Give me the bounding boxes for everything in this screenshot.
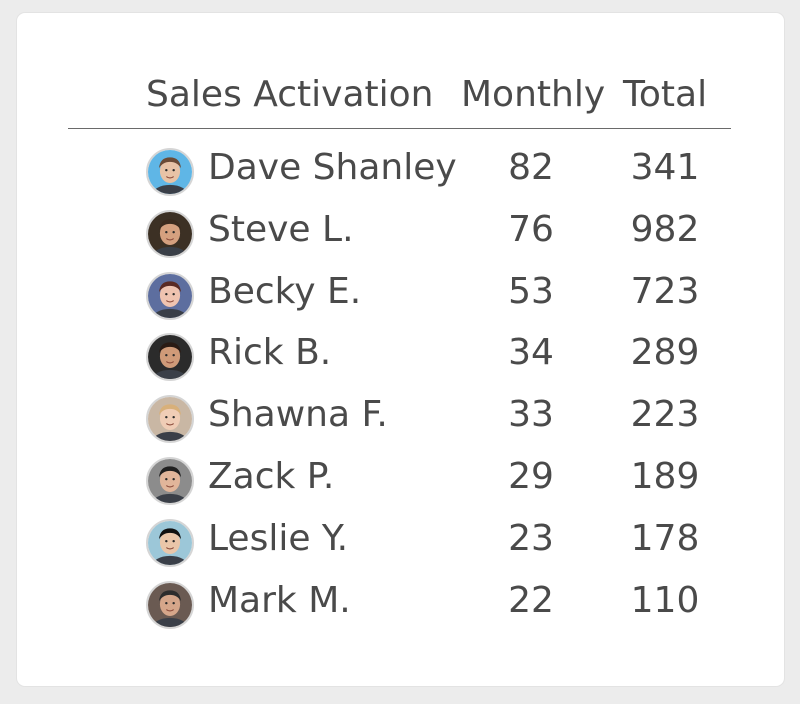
person-name: Leslie Y. — [208, 517, 349, 559]
column-header-total: Total — [623, 74, 708, 115]
total-value: 723 — [630, 270, 700, 312]
total-value: 223 — [630, 394, 700, 436]
avatar-icon — [146, 395, 194, 444]
table-row: Mark M. 22 110 — [0, 573, 800, 635]
monthly-value: 76 — [508, 208, 554, 250]
monthly-value: 23 — [508, 517, 554, 559]
monthly-value: 53 — [508, 270, 554, 312]
avatar-icon — [146, 209, 194, 258]
table-row: Steve L. 76 982 — [0, 202, 800, 264]
person-name: Mark M. — [208, 579, 351, 621]
person-name: Dave Shanley — [208, 147, 457, 188]
avatar-icon — [146, 580, 194, 629]
person-name: Becky E. — [208, 270, 362, 312]
table-header: Sales Activation Monthly Total — [0, 66, 800, 126]
person-name: Zack P. — [208, 455, 335, 497]
table-row: Dave Shanley 82 341 — [0, 140, 800, 202]
leaderboard-card — [17, 13, 784, 686]
column-header-name: Sales Activation — [146, 74, 434, 115]
person-name: Rick B. — [208, 332, 332, 374]
total-value: 178 — [630, 517, 700, 559]
table-row: Leslie Y. 23 178 — [0, 511, 800, 573]
table-row: Rick B. 34 289 — [0, 325, 800, 387]
monthly-value: 82 — [508, 147, 554, 188]
monthly-value: 33 — [508, 394, 554, 436]
person-name: Steve L. — [208, 208, 354, 250]
column-header-monthly: Monthly — [461, 74, 606, 115]
monthly-value: 34 — [508, 332, 554, 374]
total-value: 982 — [630, 208, 700, 250]
header-divider — [68, 128, 731, 129]
avatar-icon — [146, 456, 194, 505]
avatar-icon — [146, 333, 194, 382]
total-value: 289 — [630, 332, 700, 374]
total-value: 341 — [630, 147, 700, 188]
monthly-value: 22 — [508, 579, 554, 621]
total-value: 110 — [630, 579, 700, 621]
monthly-value: 29 — [508, 455, 554, 497]
leaderboard-rows: Dave Shanley 82 341 Steve L. 76 982 Beck… — [0, 140, 800, 634]
table-row: Shawna F. 33 223 — [0, 387, 800, 449]
total-value: 189 — [630, 455, 700, 497]
person-name: Shawna F. — [208, 394, 388, 436]
table-row: Zack P. 29 189 — [0, 449, 800, 511]
avatar-icon — [146, 148, 194, 196]
avatar-icon — [146, 518, 194, 567]
avatar-icon — [146, 271, 194, 320]
table-row: Becky E. 53 723 — [0, 264, 800, 326]
